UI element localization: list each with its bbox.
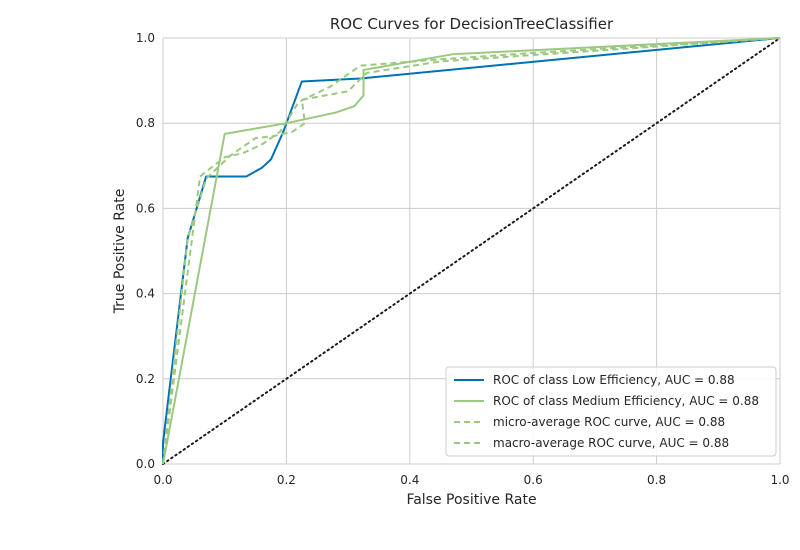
x-tick-label: 1.0 (770, 473, 789, 487)
x-axis-label: False Positive Rate (406, 492, 536, 508)
y-tick-label: 0.6 (136, 201, 155, 215)
legend-box (445, 366, 777, 457)
chance-diagonal-line (162, 37, 781, 465)
chart-title: ROC Curves for DecisionTreeClassifier (330, 15, 614, 33)
x-tick-label: 0.4 (400, 473, 419, 487)
x-tick-label: 0.6 (524, 473, 543, 487)
macro-average-roc-line (162, 37, 781, 465)
x-tick-label: 0.0 (153, 473, 172, 487)
legend: ROC of class Low Efficiency, AUC = 0.88 R… (445, 366, 777, 457)
legend-label: macro-average ROC curve, AUC = 0.88 (493, 436, 729, 450)
grid-lines (162, 37, 781, 465)
x-tick-label: 0.8 (647, 473, 666, 487)
y-tick-label: 1.0 (136, 31, 155, 45)
medium-efficiency-roc-line (162, 37, 781, 465)
x-tick-label: 0.2 (277, 473, 296, 487)
series-lines (162, 37, 781, 465)
y-axis-label: True Positive Rate (112, 189, 128, 315)
y-tick-label: 0.2 (136, 372, 155, 386)
y-tick-label: 0.4 (136, 287, 155, 301)
x-tick-labels: 0.0 0.2 0.4 0.6 0.8 1.0 (153, 473, 789, 487)
legend-label: micro-average ROC curve, AUC = 0.88 (493, 415, 725, 429)
y-tick-label: 0.8 (136, 116, 155, 130)
y-tick-labels: 0.0 0.2 0.4 0.6 0.8 1.0 (136, 31, 155, 471)
low-efficiency-roc-line (162, 37, 781, 464)
legend-label: ROC of class Low Efficiency, AUC = 0.88 (493, 373, 735, 387)
legend-label: ROC of class Medium Efficiency, AUC = 0.… (493, 394, 759, 408)
micro-average-roc-line (162, 37, 781, 465)
reference-line (162, 37, 781, 465)
y-tick-label: 0.0 (136, 457, 155, 471)
